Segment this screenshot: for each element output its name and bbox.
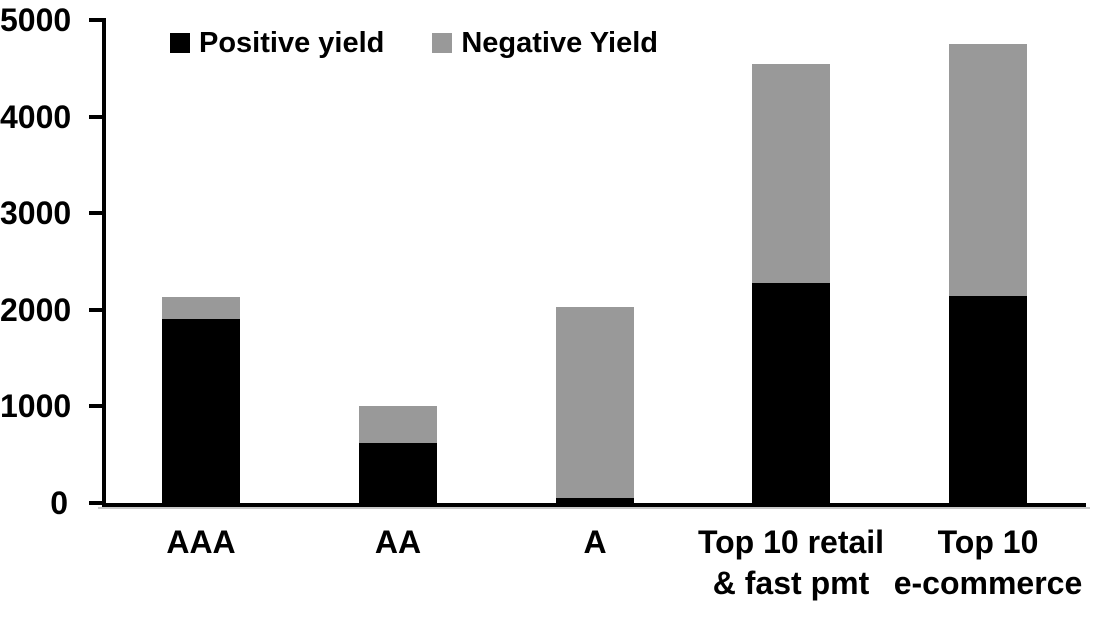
y-axis-tick-label-4000: 4000 bbox=[0, 99, 72, 135]
x-axis-label-line: AA bbox=[374, 524, 422, 560]
legend-item-negative-yield: Negative Yield bbox=[432, 26, 658, 60]
legend-swatch-positive-yield bbox=[170, 33, 190, 53]
y-axis-tick-4000 bbox=[89, 115, 102, 119]
x-axis-label-line: AAA bbox=[166, 524, 236, 560]
y-axis-tick-1000 bbox=[89, 404, 102, 408]
bar-segment-aaa-negative-yield bbox=[162, 297, 240, 319]
x-axis-label-aaa: AAA bbox=[71, 522, 331, 563]
x-axis-label-top-10-retail-fast-pmt: Top 10 retail & fast pmt bbox=[661, 522, 921, 604]
bar-segment-aaa-positive-yield bbox=[162, 319, 240, 503]
y-axis-line bbox=[102, 18, 106, 507]
legend-label-negative-yield: Negative Yield bbox=[461, 27, 659, 59]
y-axis-tick-label-5000: 5000 bbox=[0, 2, 72, 38]
y-axis-tick-label-3000: 3000 bbox=[0, 195, 72, 231]
legend-label-positive-yield: Positive yield bbox=[199, 27, 385, 59]
y-axis-tick-3000 bbox=[89, 211, 102, 215]
plot-area bbox=[103, 20, 1086, 503]
x-axis-label-line: Top 10 bbox=[937, 524, 1039, 560]
bar-segment-a-positive-yield bbox=[556, 498, 634, 503]
chart-legend: Positive yield Negative Yield bbox=[170, 26, 658, 60]
y-axis-tick-2000 bbox=[89, 308, 102, 312]
x-axis-label-line: Top 10 retail bbox=[697, 524, 885, 560]
x-axis-line bbox=[102, 503, 1086, 507]
bar-segment-aa-negative-yield bbox=[359, 406, 437, 443]
bar-segment-top-10-retail-fast-pmt-positive-yield bbox=[752, 283, 830, 503]
bar-segment-aa-positive-yield bbox=[359, 443, 437, 503]
x-axis-label-a: A bbox=[465, 522, 725, 563]
y-axis-tick-label-1000: 1000 bbox=[0, 388, 72, 424]
x-axis-label-top-10-e-commerce: Top 10 e-commerce bbox=[858, 522, 1102, 604]
y-axis-tick-0 bbox=[89, 501, 102, 505]
x-axis-shadow-line bbox=[98, 507, 1090, 509]
bar-segment-top-10-e-commerce-positive-yield bbox=[949, 296, 1027, 503]
y-axis-tick-5000 bbox=[89, 18, 102, 22]
bar-segment-top-10-retail-fast-pmt-negative-yield bbox=[752, 64, 830, 283]
bar-segment-a-negative-yield bbox=[556, 307, 634, 498]
x-axis-label-aa: AA bbox=[268, 522, 528, 563]
x-axis-label-line: & fast pmt bbox=[712, 565, 870, 601]
legend-swatch-negative-yield bbox=[432, 33, 453, 53]
y-axis-tick-label-0: 0 bbox=[50, 485, 68, 521]
legend-item-positive-yield: Positive yield bbox=[170, 26, 384, 60]
x-axis-label-line: A bbox=[583, 524, 607, 560]
x-axis-label-line: e-commerce bbox=[893, 565, 1083, 601]
bar-segment-top-10-e-commerce-negative-yield bbox=[949, 44, 1027, 296]
y-axis-tick-label-2000: 2000 bbox=[0, 292, 72, 328]
